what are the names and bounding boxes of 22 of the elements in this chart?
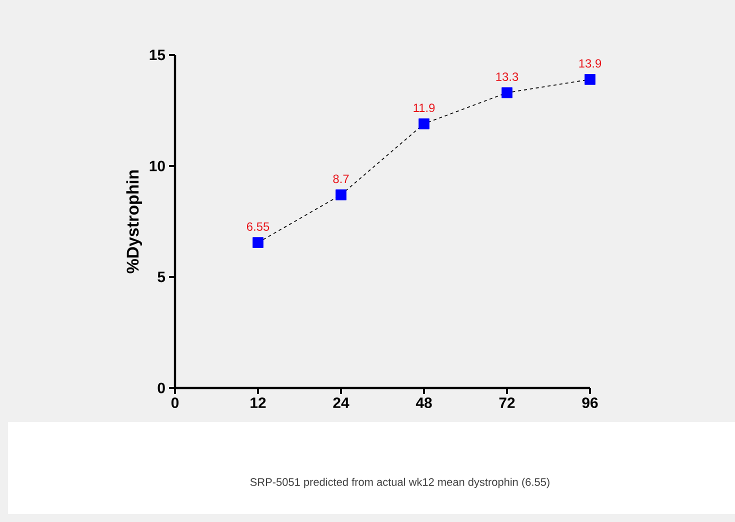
y-tick-label: 0 bbox=[158, 382, 165, 394]
x-tick-label: 72 bbox=[499, 397, 515, 408]
x-tick-label: 12 bbox=[250, 397, 266, 408]
y-tick-label: 10 bbox=[150, 160, 165, 172]
data-label: 13.9 bbox=[579, 59, 602, 68]
data-label: 8.7 bbox=[333, 174, 349, 184]
x-tick-label: 0 bbox=[171, 397, 179, 408]
x-tick-label: 48 bbox=[416, 397, 432, 408]
y-tick-label: 15 bbox=[150, 50, 166, 60]
data-label: 11.9 bbox=[414, 104, 435, 112]
data-label: 13.3 bbox=[496, 72, 518, 81]
point bbox=[418, 118, 430, 130]
y-axis-title: %Dystrophin bbox=[126, 170, 142, 274]
x-tick-label: 96 bbox=[582, 397, 598, 408]
data-label: 6.55 bbox=[246, 222, 270, 231]
x-tick-label: 24 bbox=[333, 397, 350, 408]
point bbox=[584, 74, 596, 85]
point bbox=[252, 237, 264, 248]
y-tick-label: 5 bbox=[158, 272, 166, 282]
point bbox=[502, 87, 512, 98]
text: SRP-5051 predicted from actual wk12 mean dystrophin (6.55) bbox=[250, 478, 550, 488]
point bbox=[336, 189, 346, 200]
